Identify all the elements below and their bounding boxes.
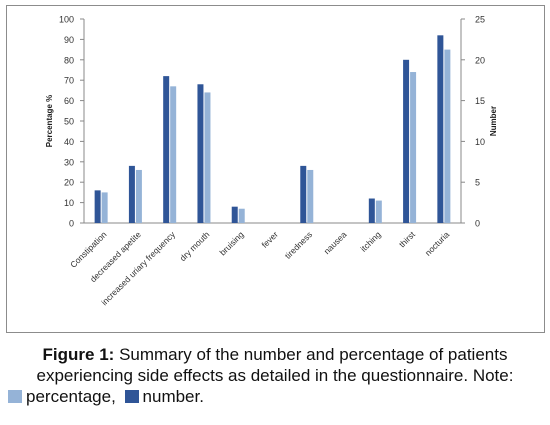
legend-number-label: number.: [142, 387, 204, 406]
number-swatch: [124, 390, 139, 403]
bar-number: [94, 190, 101, 223]
bar-number: [300, 165, 307, 223]
bar-number: [231, 206, 238, 223]
x-tick-label: nocturia: [423, 229, 452, 258]
bar-percentage: [444, 49, 451, 223]
caption-label: Figure 1:: [42, 345, 115, 364]
bar-percentage: [135, 169, 142, 223]
x-tick-label: dry mouth: [178, 229, 212, 263]
bar-percentage: [204, 92, 211, 223]
bar-percentage: [238, 208, 245, 223]
y2-tick-label: 5: [475, 178, 480, 188]
bar-number: [163, 76, 170, 224]
caption-text-1: Summary of the number and percentage of …: [119, 345, 508, 364]
percentage-swatch: [8, 390, 22, 403]
y2-tick-label: 15: [475, 96, 485, 106]
bar-number: [368, 198, 375, 223]
x-tick-label: itching: [358, 229, 383, 254]
bar-number: [197, 84, 204, 223]
y-tick-label: 90: [64, 35, 74, 45]
y-tick-label: 60: [64, 96, 74, 106]
bar-number: [128, 165, 135, 223]
caption-text-2: experiencing side effects as detailed in…: [36, 366, 514, 385]
y-tick-label: 80: [64, 55, 74, 65]
y-tick-label: 10: [64, 198, 74, 208]
bar-percentage: [375, 200, 382, 223]
x-tick-label: bruising: [218, 229, 246, 257]
y-tick-label: 30: [64, 157, 74, 167]
y2-axis-title: Number: [489, 106, 498, 136]
x-tick-label: thirst: [397, 229, 418, 250]
bar-number: [437, 35, 444, 223]
figure-caption: Figure 1: Summary of the number and perc…: [0, 344, 550, 407]
bar-percentage: [410, 72, 417, 223]
y-tick-label: 70: [64, 76, 74, 86]
bar-percentage: [307, 169, 314, 223]
bar-percentage: [101, 192, 108, 223]
y-tick-label: 50: [64, 117, 74, 127]
y2-tick-label: 0: [475, 219, 480, 229]
y2-tick-label: 20: [475, 55, 485, 65]
x-tick-label: nausea: [322, 229, 349, 256]
x-tick-label: fever: [259, 229, 280, 250]
y-axis-title: Percentage %: [45, 95, 54, 147]
bar-number: [403, 59, 410, 223]
y2-tick-label: 10: [475, 137, 485, 147]
y-tick-label: 100: [59, 15, 74, 25]
y-tick-label: 40: [64, 137, 74, 147]
legend-percentage-label: percentage,: [26, 387, 116, 406]
caption-line-3: percentage, number.: [0, 386, 550, 407]
y2-tick-label: 25: [475, 15, 485, 25]
x-tick-label: tiredness: [283, 229, 314, 260]
y-tick-label: 0: [69, 219, 74, 229]
caption-line-2: experiencing side effects as detailed in…: [0, 365, 550, 386]
caption-line-1: Figure 1: Summary of the number and perc…: [0, 344, 550, 365]
bar-percentage: [170, 86, 177, 223]
y-tick-label: 20: [64, 178, 74, 188]
chart-frame: [6, 5, 545, 333]
bar-chart: 0 10 20 30 40 50 60 70 80 90 100 0 5 10 15 20 25 Percenta…: [45, 15, 498, 308]
